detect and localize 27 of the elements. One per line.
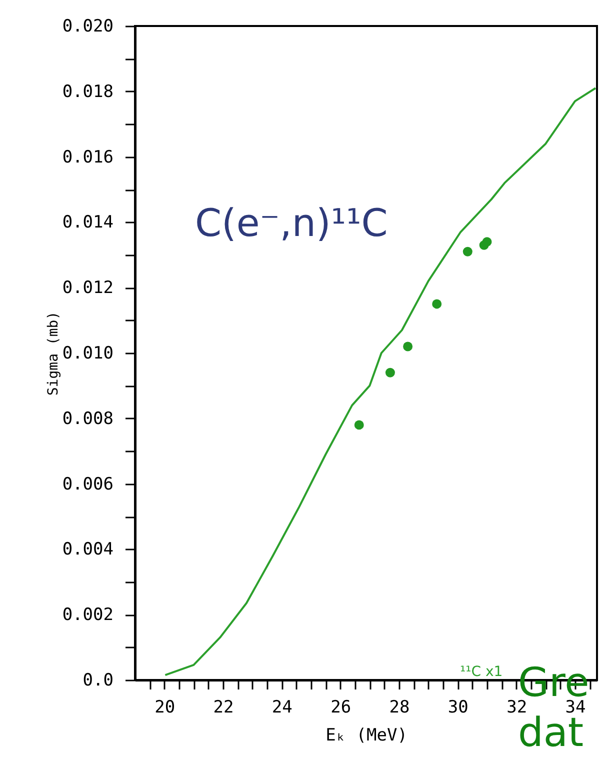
x-tick-label: 26 [330, 698, 352, 718]
y-tick-label: 0.004 [62, 540, 114, 560]
x-tick-label: 20 [154, 698, 176, 718]
y-tick-label: 0.014 [62, 212, 114, 233]
y-tick-label: 0.020 [62, 16, 114, 36]
y-tick-label: 0.018 [62, 82, 114, 102]
y-tick-label: 0.016 [62, 147, 114, 168]
point [462, 246, 472, 256]
y-tick-label: 0.010 [62, 344, 114, 364]
x-tick-label: 24 [272, 698, 292, 718]
point [482, 237, 492, 247]
x-tick-label: 22 [213, 698, 234, 718]
point [432, 299, 442, 309]
y-tick-label: 0.008 [62, 408, 114, 429]
annotation: C(e⁻,n)¹¹C [195, 201, 388, 245]
y-axis-title: Sigma (mb) [45, 311, 62, 396]
y-tick-label: 0.006 [62, 474, 114, 494]
y-tick-label: 0.002 [62, 605, 114, 626]
point [385, 368, 395, 378]
annotation: ¹¹C x1 [460, 664, 503, 680]
y-tick-label: 0.012 [62, 278, 114, 298]
x-tick-label: 28 [389, 698, 410, 718]
y-tick-label: 0.0 [82, 670, 114, 690]
point [403, 342, 413, 352]
x-tick-label: 30 [448, 698, 468, 718]
point [354, 420, 364, 430]
x-axis-title: Eₖ (MeV) [326, 726, 408, 746]
